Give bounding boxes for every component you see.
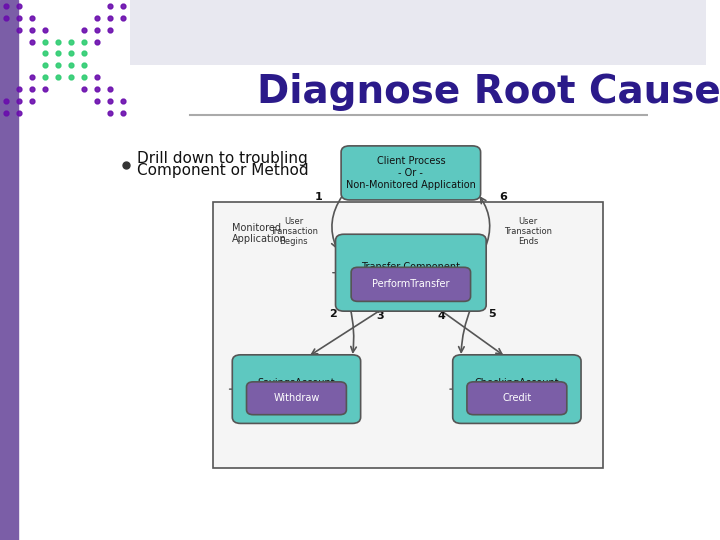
Text: Diagnose Root Cause: Diagnose Root Cause <box>258 73 720 111</box>
Text: CheckingAccount
Component: CheckingAccount Component <box>474 379 559 400</box>
Text: Component or Method: Component or Method <box>138 163 309 178</box>
Text: 5: 5 <box>488 309 495 319</box>
FancyBboxPatch shape <box>351 267 471 301</box>
Text: Withdraw: Withdraw <box>274 393 320 403</box>
Text: 4: 4 <box>438 312 446 321</box>
FancyBboxPatch shape <box>213 202 603 468</box>
FancyBboxPatch shape <box>341 146 481 200</box>
Text: 6: 6 <box>499 192 507 202</box>
FancyBboxPatch shape <box>336 234 486 311</box>
Text: 3: 3 <box>377 312 384 321</box>
Text: User
Transaction
Ends: User Transaction Ends <box>504 217 552 246</box>
FancyBboxPatch shape <box>246 382 346 415</box>
FancyBboxPatch shape <box>467 382 567 415</box>
Text: Credit: Credit <box>503 393 531 403</box>
Text: Complete: Complete <box>347 154 451 173</box>
Text: SavingsAccount
Component: SavingsAccount Component <box>258 379 336 400</box>
FancyBboxPatch shape <box>233 355 361 423</box>
Text: Drill down to troubling: Drill down to troubling <box>138 151 308 166</box>
Text: Monitored
Application: Monitored Application <box>233 223 287 245</box>
Text: User
Transaction
Begins: User Transaction Begins <box>270 217 318 246</box>
FancyBboxPatch shape <box>453 355 581 423</box>
Text: Client Process
- Or -
Non-Monitored Application: Client Process - Or - Non-Monitored Appl… <box>346 156 476 190</box>
Text: 2: 2 <box>329 309 337 319</box>
Text: 1: 1 <box>315 192 323 202</box>
Text: Transfer Component
(root object): Transfer Component (root object) <box>361 262 460 284</box>
Text: PerformTransfer: PerformTransfer <box>372 279 449 289</box>
